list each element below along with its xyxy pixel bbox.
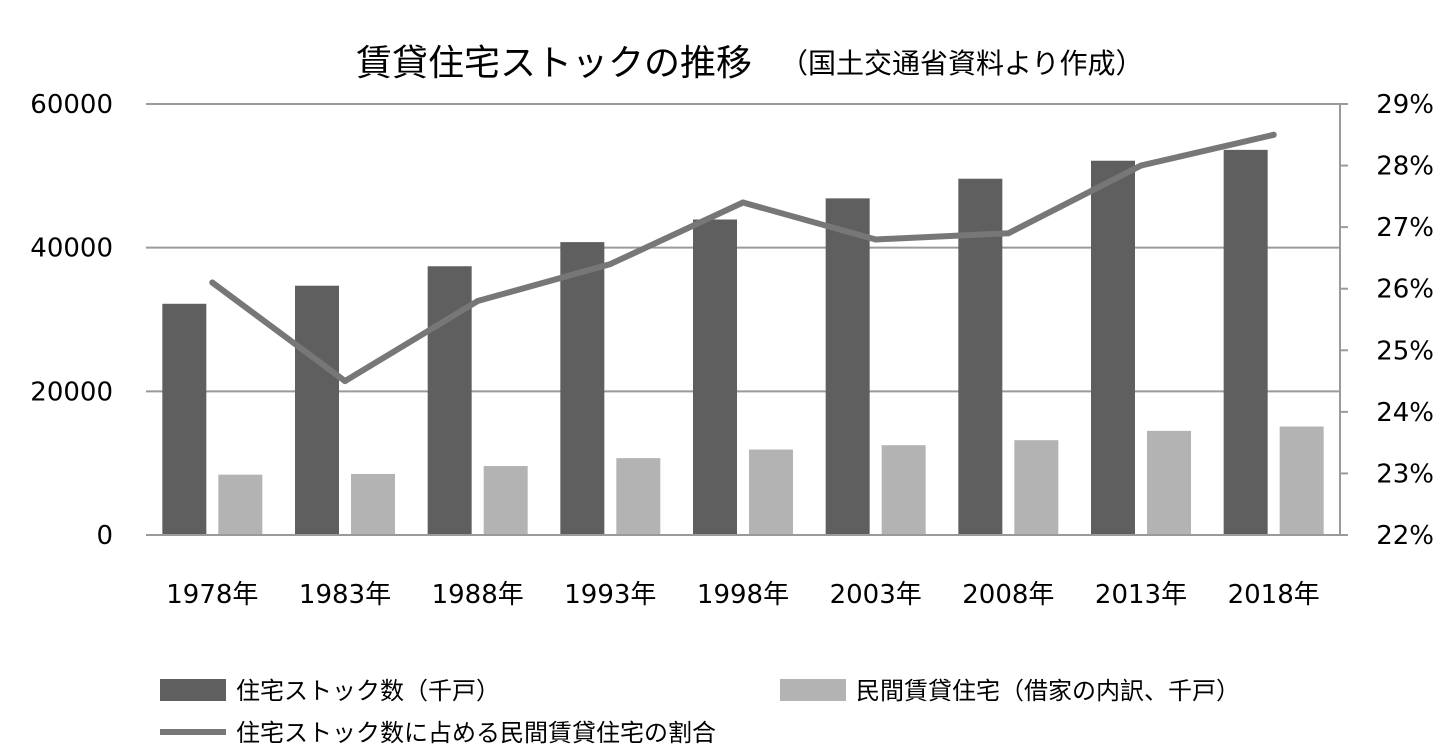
- y-right-tick-label: 27%: [1376, 213, 1434, 243]
- x-category-label: 1988年: [432, 580, 524, 610]
- x-category-label: 2018年: [1228, 580, 1320, 610]
- bar-private-rental: [881, 445, 926, 535]
- chart-title-group: 賃貸住宅ストックの推移 （国土交通省資料より作成）: [356, 43, 1143, 84]
- bar-private-rental: [616, 458, 661, 535]
- bar-private-rental: [351, 473, 395, 535]
- legend-rental-ratio-label: 住宅ストック数に占める民間賃貸住宅の割合: [236, 719, 716, 747]
- x-category-label: 2008年: [962, 580, 1054, 610]
- legend-rental-ratio: 住宅ストック数に占める民間賃貸住宅の割合: [160, 719, 716, 747]
- bar-private-rental: [1279, 426, 1324, 535]
- x-category-label: 1993年: [564, 580, 656, 610]
- line-point: [474, 298, 481, 305]
- line-point: [607, 261, 614, 268]
- bar-private-rental: [1014, 440, 1059, 535]
- x-category-label: 2013年: [1095, 580, 1187, 610]
- bar-private-rental: [218, 474, 263, 535]
- y-left-tick-label: 20000: [30, 377, 113, 407]
- line-point: [209, 279, 216, 286]
- bar-housing-stock: [825, 198, 870, 536]
- y-right-tick-label: 22%: [1376, 521, 1434, 551]
- chart-title: 賃貸住宅ストックの推移: [356, 43, 752, 84]
- y-right-tick-label: 28%: [1376, 152, 1434, 182]
- x-category-label: 2003年: [830, 580, 922, 610]
- line-point: [740, 199, 746, 206]
- legend-private-rental-swatch: [780, 679, 846, 701]
- legend-housing-stock: 住宅ストック数（千戸）: [160, 677, 500, 705]
- x-category-label: 1978年: [166, 580, 258, 610]
- bars-layer: [162, 149, 1324, 536]
- line-point: [872, 236, 879, 243]
- bar-housing-stock: [560, 242, 605, 535]
- line-point: [1005, 230, 1012, 237]
- legend-layer: 住宅ストック数（千戸） 民間賃貸住宅（借家の内訳、千戸） 住宅ストック数に占める民間…: [160, 677, 1240, 747]
- chart-subtitle: （国土交通省資料より作成）: [780, 47, 1143, 80]
- y-right-tick-label: 26%: [1376, 275, 1434, 305]
- bar-private-rental: [483, 466, 528, 535]
- bar-private-rental: [1147, 430, 1191, 535]
- line-point: [342, 378, 348, 385]
- legend-housing-stock-label: 住宅ストック数（千戸）: [236, 677, 500, 705]
- y-right-tick-label: 23%: [1376, 459, 1434, 489]
- line-layer: [209, 131, 1277, 385]
- y-left-tick-label: 0: [96, 521, 113, 551]
- legend-housing-stock-swatch: [160, 679, 226, 701]
- legend-private-rental-label: 民間賃貸住宅（借家の内訳、千戸）: [856, 677, 1240, 705]
- y-left-tick-label: 40000: [30, 234, 113, 264]
- bar-housing-stock: [1223, 149, 1268, 535]
- bar-housing-stock: [162, 303, 207, 535]
- bar-private-rental: [749, 449, 793, 535]
- y-right-tick-label: 29%: [1376, 90, 1434, 120]
- y-right-tick-label: 24%: [1376, 398, 1434, 428]
- line-point: [1138, 162, 1144, 169]
- x-category-label: 1983年: [299, 580, 391, 610]
- axes-layer: 0 20000 40000 60000 22% 23% 24% 25% 26% 27% 28% 29%…: [30, 90, 1434, 610]
- y-left-tick-label: 60000: [30, 90, 113, 120]
- bar-housing-stock: [693, 219, 737, 535]
- y-right-tick-label: 25%: [1376, 336, 1434, 366]
- x-category-label: 1998年: [697, 580, 789, 610]
- bar-housing-stock: [295, 285, 339, 535]
- bar-housing-stock: [1091, 160, 1135, 536]
- line-point: [1270, 131, 1277, 138]
- legend-private-rental: 民間賃貸住宅（借家の内訳、千戸）: [780, 677, 1240, 705]
